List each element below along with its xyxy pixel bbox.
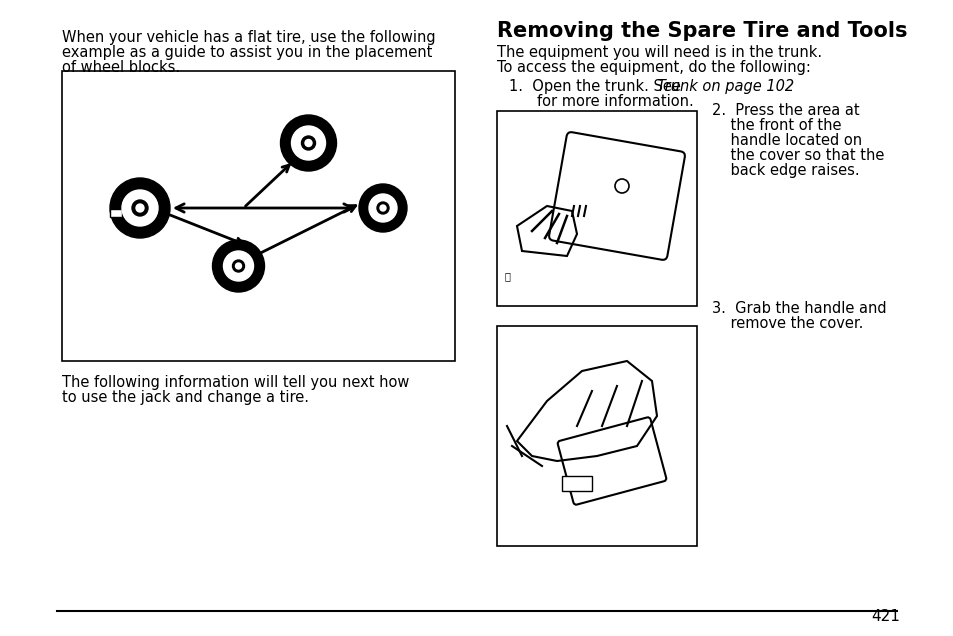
Circle shape: [280, 115, 336, 171]
FancyBboxPatch shape: [558, 417, 665, 505]
Circle shape: [376, 202, 389, 214]
Circle shape: [369, 194, 396, 222]
Circle shape: [292, 126, 325, 160]
Circle shape: [136, 204, 144, 212]
Text: Trunk on page 102: Trunk on page 102: [657, 79, 793, 94]
Text: 1.  Open the trunk. See: 1. Open the trunk. See: [509, 79, 685, 94]
Bar: [561, 476, 592, 491]
Circle shape: [223, 251, 253, 281]
Circle shape: [110, 178, 170, 238]
Text: remove the cover.: remove the cover.: [711, 316, 862, 331]
Text: 421: 421: [870, 609, 899, 624]
Text: of wheel blocks.: of wheel blocks.: [62, 60, 180, 75]
Text: the cover so that the: the cover so that the: [711, 148, 883, 163]
Bar: [497, 111, 697, 306]
Text: To access the equipment, do the following:: To access the equipment, do the followin…: [497, 60, 810, 75]
FancyBboxPatch shape: [549, 132, 684, 260]
Circle shape: [122, 190, 158, 226]
Text: 2.  Press the area at: 2. Press the area at: [711, 103, 859, 118]
Text: The equipment you will need is in the trunk.: The equipment you will need is in the tr…: [497, 45, 821, 60]
Text: Removing the Spare Tire and Tools: Removing the Spare Tire and Tools: [497, 21, 906, 41]
Circle shape: [305, 139, 312, 146]
Text: handle located on: handle located on: [711, 133, 862, 148]
Bar: [110, 209, 122, 217]
Circle shape: [235, 263, 241, 269]
Text: When your vehicle has a flat tire, use the following: When your vehicle has a flat tire, use t…: [62, 30, 436, 45]
Text: for more information.: for more information.: [537, 94, 693, 109]
Circle shape: [233, 260, 244, 272]
Circle shape: [301, 136, 315, 150]
Circle shape: [379, 205, 386, 211]
Text: The following information will tell you next how: The following information will tell you …: [62, 375, 409, 390]
Circle shape: [358, 184, 407, 232]
Text: example as a guide to assist you in the placement: example as a guide to assist you in the …: [62, 45, 432, 60]
Circle shape: [132, 200, 148, 216]
Text: back edge raises.: back edge raises.: [711, 163, 859, 178]
Bar: [497, 326, 697, 546]
Text: the front of the: the front of the: [711, 118, 841, 133]
Text: 3.  Grab the handle and: 3. Grab the handle and: [711, 301, 885, 316]
Text: ᴕ: ᴕ: [504, 271, 511, 281]
Circle shape: [213, 240, 264, 292]
Text: to use the jack and change a tire.: to use the jack and change a tire.: [62, 390, 309, 405]
Bar: [62, 71, 455, 361]
